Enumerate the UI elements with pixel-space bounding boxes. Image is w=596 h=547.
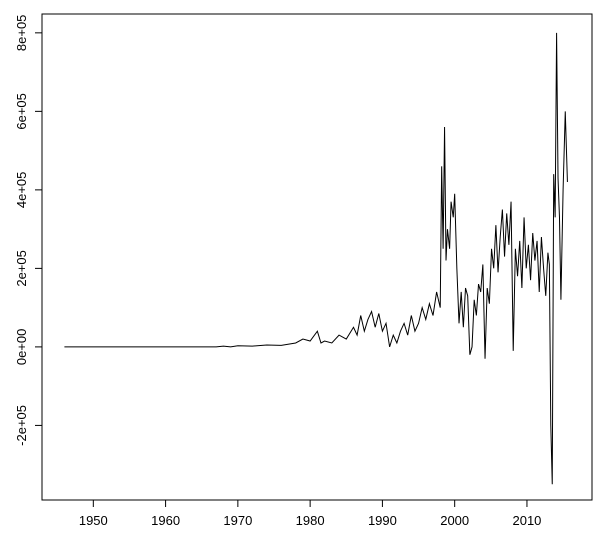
x-tick-label: 1990 — [368, 513, 397, 528]
plot-box — [41, 13, 593, 501]
x-tick-label: 1970 — [223, 513, 252, 528]
y-tick-label: 4e+05 — [14, 172, 29, 209]
x-tick-label: 1980 — [296, 513, 325, 528]
y-tick-label: 8e+05 — [14, 15, 29, 52]
y-tick-label: 6e+05 — [14, 93, 29, 130]
x-tick-label: 2000 — [440, 513, 469, 528]
y-tick-label: 2e+05 — [14, 250, 29, 287]
y-tick-label: 0e+00 — [14, 329, 29, 366]
x-tick-label: 2010 — [512, 513, 541, 528]
x-tick-label: 1950 — [79, 513, 108, 528]
x-tick-label: 1960 — [151, 513, 180, 528]
y-tick-label: -2e+05 — [14, 405, 29, 446]
data-line — [64, 32, 568, 485]
